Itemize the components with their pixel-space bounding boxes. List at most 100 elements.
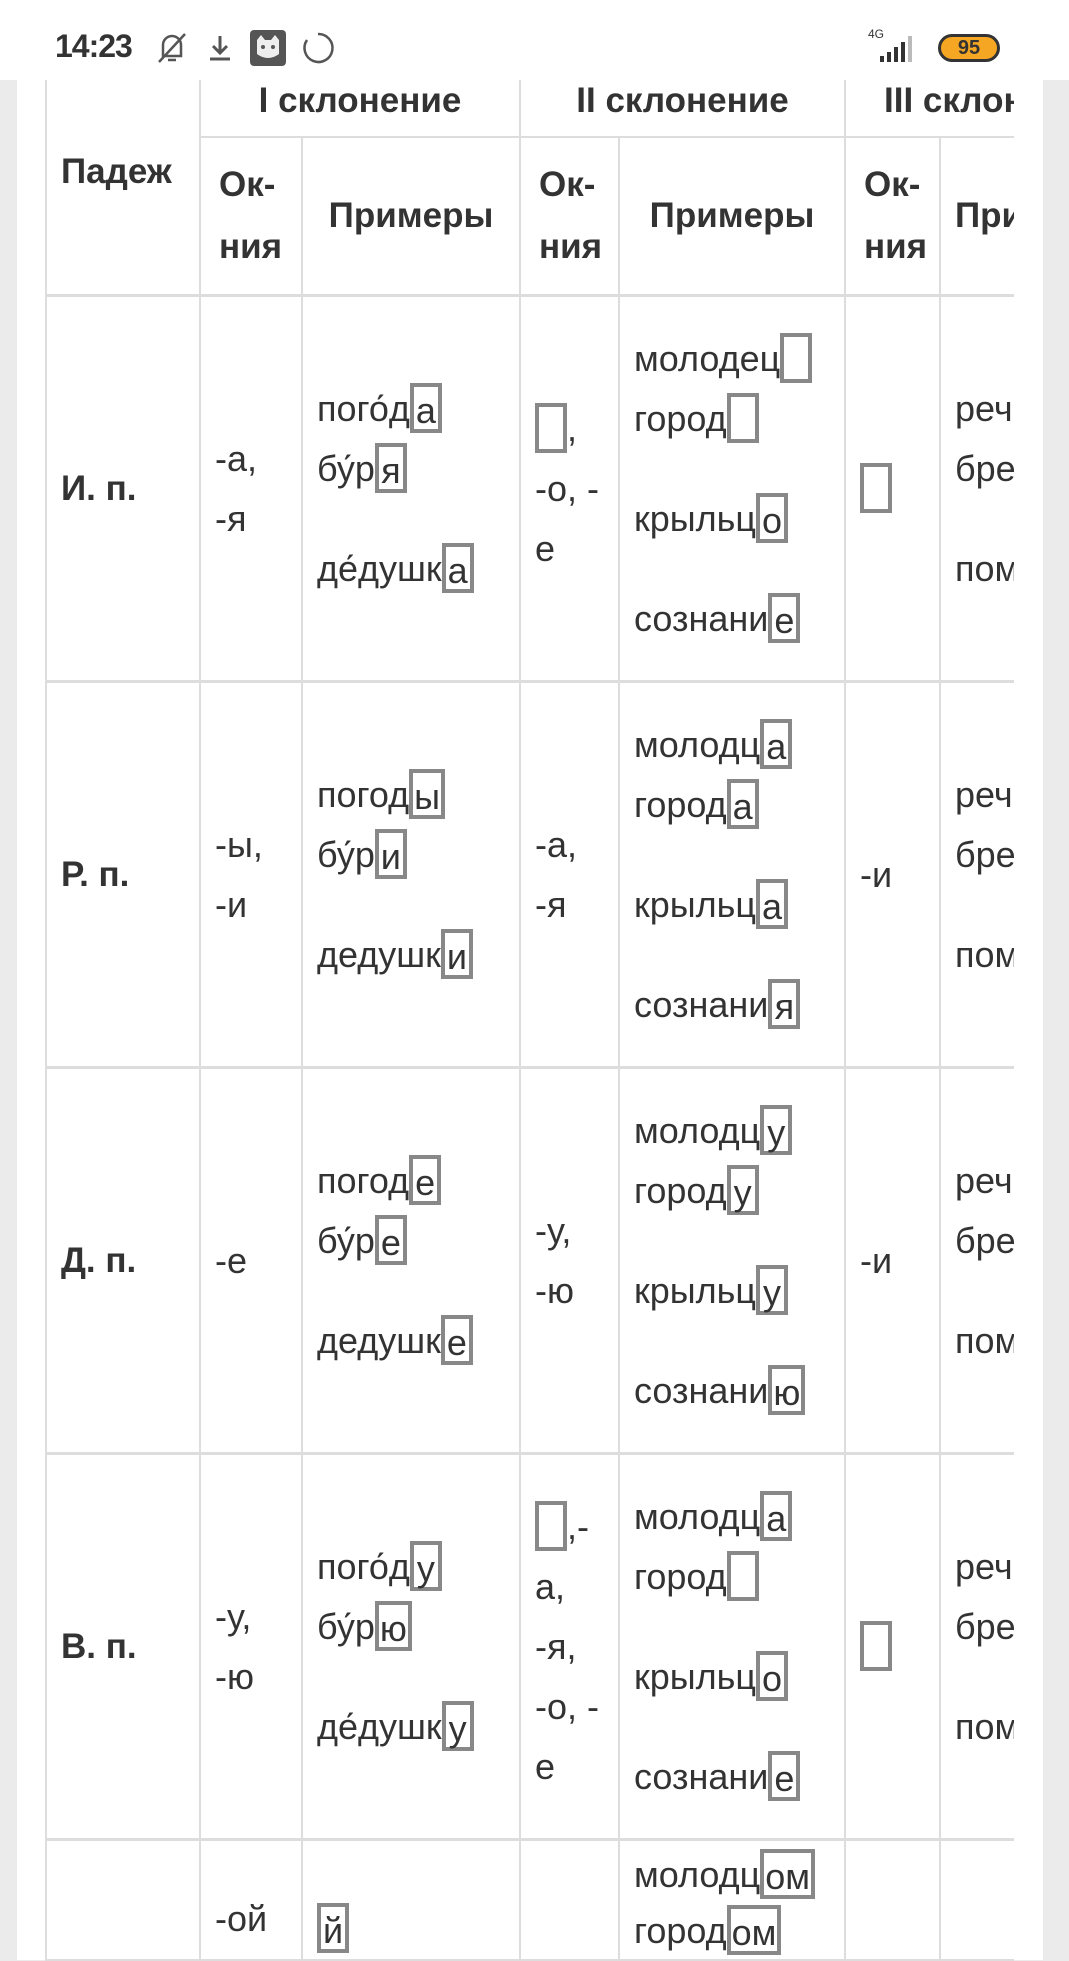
example-word: бре <box>955 439 1014 499</box>
example-word: сознани е <box>634 589 830 649</box>
example-word: крыльц о <box>634 489 830 549</box>
ending-text: -ю <box>535 1269 574 1311</box>
ending-text: -ой <box>215 1898 268 1939</box>
ending-box: е <box>374 1214 407 1265</box>
examples-cell: молодц а город крыльц о сознани е <box>618 1452 846 1841</box>
endings-cell: -и <box>844 680 941 1069</box>
word-stem: крыльц <box>634 1655 757 1697</box>
header-endings-line: Ок- <box>864 165 921 204</box>
word-stem: город <box>634 397 727 439</box>
word-stem: де́душк <box>317 1705 442 1747</box>
example-word: пом <box>955 925 1014 985</box>
example-word: молодц а <box>634 1487 830 1547</box>
endings-cell: -и <box>844 1066 941 1455</box>
examples-cell: молодц у город у крыльц у сознани ю <box>618 1066 846 1455</box>
status-bar: 14:23 4G 95 <box>0 0 1069 80</box>
endings-line: -я <box>215 489 287 549</box>
cat-app-icon <box>250 30 286 66</box>
word-stem: сознани <box>634 1369 769 1411</box>
word-stem: реч <box>955 387 1013 429</box>
example-word: бу́р ю <box>317 1597 505 1657</box>
example-word: бре <box>955 1211 1014 1271</box>
battery-indicator: 95 <box>938 34 1000 62</box>
zero-ending-box <box>860 462 892 513</box>
example-word: молодц у <box>634 1101 830 1161</box>
ending-text: -а, <box>535 823 578 865</box>
ending-box: о <box>756 1650 789 1701</box>
example-word: реч <box>955 765 1014 825</box>
ending-text: а, <box>535 1565 566 1607</box>
endings-line: -и <box>860 845 925 905</box>
examples-cell: молодц а город а крыльц а сознани я <box>618 680 846 1069</box>
word-stem: город <box>634 1910 727 1951</box>
word-stem: реч <box>955 773 1013 815</box>
example-word: пом <box>955 1697 1014 1757</box>
ending-box: ы <box>409 768 445 819</box>
word-stem: бу́р <box>317 447 375 489</box>
example-word: город <box>634 389 830 449</box>
example-word: й <box>317 1899 505 1958</box>
example-word: погод е <box>317 1151 505 1211</box>
endings-cell: -а, -я <box>519 680 620 1069</box>
download-icon <box>210 36 230 61</box>
example-word: крыльц о <box>634 1647 830 1707</box>
ending-box: е <box>768 1750 801 1801</box>
table-body: И. п. -а, -я пого́д а бу́р я де́душк а, -о, - е мол… <box>45 294 1014 1961</box>
endings-line: е <box>535 519 604 579</box>
signal-icon: 4G <box>868 27 912 62</box>
example-word: город а <box>634 775 830 835</box>
word-stem: бре <box>955 447 1014 489</box>
ending-box: я <box>768 978 801 1029</box>
endings-line: -у, <box>535 1201 604 1261</box>
word-stem: крыльц <box>634 497 757 539</box>
ending-box <box>780 332 813 383</box>
endings-cell: -ой <box>199 1838 303 1961</box>
example-word: крыльц у <box>634 1261 830 1321</box>
word-stem: город <box>634 783 727 825</box>
examples-cell <box>938 1838 1014 1961</box>
ending-box: ом <box>726 1905 782 1956</box>
example-word: сознани я <box>634 975 830 1035</box>
endings-line <box>860 459 925 519</box>
example-word: де́душк у <box>317 1697 505 1757</box>
table-row: Д. п. -е погод е бу́р е дедушк е -у, -ю молодц у гор… <box>45 1066 1014 1455</box>
example-word: бре <box>955 825 1014 885</box>
word-stem: погод <box>317 1159 410 1201</box>
word-stem: реч <box>955 1159 1013 1201</box>
word-stem: город <box>634 1169 727 1211</box>
ending-text: -е <box>215 1239 248 1281</box>
example-word: реч <box>955 1537 1014 1597</box>
ending-text: -ю <box>215 1655 254 1697</box>
header-endings-line: Ок- <box>539 165 596 204</box>
endings-line: -о, - <box>535 1677 604 1737</box>
header-endings-3: Ок-ния <box>844 136 941 297</box>
examples-cell: погод ы бу́р и дедушк и <box>301 680 521 1069</box>
ending-box: ом <box>760 1849 816 1900</box>
word-stem: пого́д <box>317 387 410 429</box>
table-row: -ой й молодц ом город ом <box>45 1838 1014 1961</box>
ending-text: -и <box>860 1239 893 1281</box>
endings-line: ,- <box>535 1497 604 1557</box>
case-label: И. п. <box>45 294 201 683</box>
header-case: Падеж <box>45 64 201 297</box>
endings-line: -ю <box>535 1261 604 1321</box>
ending-box: у <box>409 1540 442 1591</box>
declension-table-scroll[interactable]: Падеж I склонение II склонение III склон… <box>45 64 1014 1961</box>
word-stem: пого́д <box>317 1545 410 1587</box>
word-stem: крыльц <box>634 1269 757 1311</box>
example-word: бре <box>955 1597 1014 1657</box>
ending-box <box>726 1550 759 1601</box>
endings-cell <box>519 1838 620 1961</box>
ending-text: -о, - <box>535 1685 600 1727</box>
word-stem: пом <box>955 547 1014 589</box>
endings-line: -о, - <box>535 459 604 519</box>
example-word: бу́р я <box>317 439 505 499</box>
endings-cell <box>844 1452 941 1841</box>
ending-text: -и <box>860 853 893 895</box>
examples-cell: реч бре пом <box>938 1066 1014 1455</box>
ending-box: у <box>726 1164 759 1215</box>
example-word: сознани ю <box>634 1361 830 1421</box>
ending-text: -и <box>215 883 248 925</box>
examples-cell: молодц ом город ом <box>618 1838 846 1961</box>
endings-line <box>860 1617 925 1677</box>
